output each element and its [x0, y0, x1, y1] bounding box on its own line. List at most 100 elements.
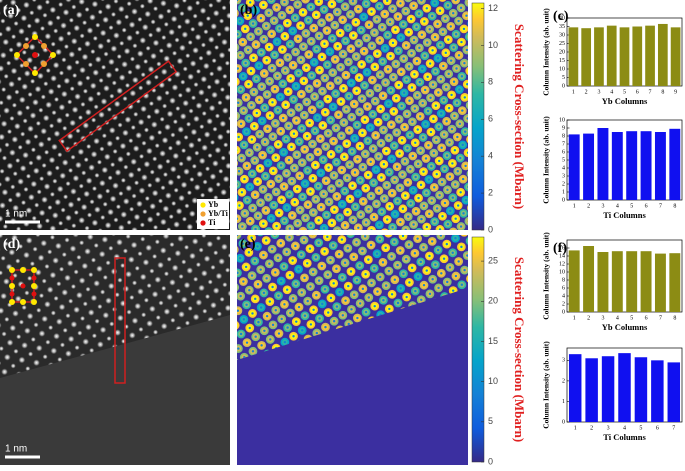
atom-core: [411, 267, 413, 269]
colorbar-tick-label: 0: [488, 456, 493, 466]
x-tick-label: 1: [572, 89, 575, 95]
atom-column: [30, 112, 37, 119]
atom-core: [239, 257, 241, 259]
atom-core: [320, 206, 322, 208]
atom-column: [91, 219, 98, 226]
atom-core: [375, 168, 377, 170]
y-tick-label: 2: [562, 301, 565, 307]
y-tick-label: 1: [562, 189, 565, 195]
atom-column: [28, 194, 35, 201]
atom-column: [35, 154, 42, 161]
atom-column: [83, 191, 90, 198]
atom-column: [44, 264, 49, 269]
atom-core: [302, 230, 304, 232]
atom-column: [79, 184, 84, 189]
atom-column: [70, 321, 77, 328]
atom-core: [275, 191, 277, 193]
atom-core: [431, 240, 433, 242]
atom-column: [146, 114, 151, 119]
atom-core: [277, 109, 279, 111]
atom-column: [58, 104, 65, 111]
atom-column: [89, 14, 96, 21]
atom-column: [196, 262, 201, 267]
x-tick-label: 8: [673, 203, 676, 209]
atom-column: [233, 181, 240, 188]
x-tick-label: 2: [587, 315, 590, 321]
atom-core: [294, 201, 296, 203]
atom-column: [130, 158, 137, 165]
atom-core: [275, 6, 277, 8]
atom-core: [306, 169, 308, 171]
atom-column: [16, 334, 21, 339]
atom-column: [201, 42, 206, 47]
atom-core: [405, 44, 407, 46]
atom-column: [179, 161, 184, 166]
atom-core: [420, 218, 422, 220]
atom-column: [119, 41, 124, 46]
atom-column: [201, 233, 206, 238]
atom-column: [7, 339, 14, 346]
atom-core: [288, 159, 290, 161]
atom-column: [110, 162, 115, 167]
atom-core: [320, 172, 322, 174]
atom-core: [453, 115, 455, 117]
atom-core: [420, 299, 422, 301]
atom-column: [145, 196, 150, 201]
atom-core: [282, 151, 284, 153]
atom-core: [400, 36, 402, 38]
atom-column: [56, 281, 61, 286]
atom-core: [263, 72, 265, 74]
x-tick-label: 5: [630, 315, 633, 321]
atom-column: [129, 207, 134, 212]
atom-core: [377, 87, 379, 89]
atom-column: [46, 68, 51, 73]
atom-column: [195, 465, 202, 471]
atom-core: [362, 288, 364, 290]
atom-column: [41, 94, 46, 99]
atom-column: [181, 181, 188, 188]
atom-column: [137, 251, 142, 256]
atom-core: [333, 174, 335, 176]
atom-column: [10, 184, 15, 189]
atom-column: [140, 4, 145, 9]
atom-core: [460, 41, 462, 43]
atom-core: [244, 212, 246, 214]
atom-core: [439, 44, 441, 46]
atom-core: [408, 65, 410, 67]
atom-core: [297, 38, 299, 40]
atom-column: [173, 119, 178, 124]
atom-core: [468, 36, 470, 38]
atom-core: [360, 63, 362, 65]
atom-column: [118, 224, 125, 231]
atom-core: [358, 264, 360, 266]
atom-column: [148, 32, 153, 37]
colorbar-label: Scattering Cross-section (Mbarn): [512, 24, 527, 209]
atom-core: [232, 162, 234, 164]
atom-core: [388, 171, 390, 173]
atom-column: [27, 125, 34, 132]
atom-column: [190, 291, 195, 296]
atom-core: [260, 51, 262, 53]
bar: [618, 353, 630, 422]
atom-core: [359, 145, 361, 147]
atom-core: [245, 304, 247, 306]
atom-column: [108, 175, 113, 180]
y-tick-label: 5: [562, 75, 565, 81]
atom-core: [399, 187, 401, 189]
atom-core: [361, 132, 363, 134]
atom-column: [23, 187, 28, 192]
atom-core: [462, 178, 464, 180]
atom-core: [340, 100, 342, 102]
atom-core: [254, 260, 256, 262]
atom-column: [140, 106, 147, 113]
atom-column: [123, 248, 128, 253]
atom-core: [356, 279, 358, 281]
atom-core: [303, 148, 305, 150]
atom-column: [174, 37, 179, 42]
atom-column: [231, 171, 236, 176]
atom-column: [172, 153, 179, 160]
atom-column: [60, 342, 65, 347]
atom-core: [370, 10, 372, 12]
atom-column: [132, 280, 137, 285]
atom-column: [84, 157, 89, 162]
